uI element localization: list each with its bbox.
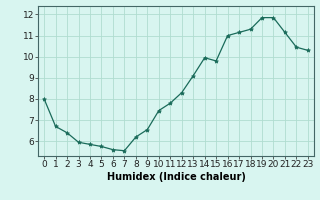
X-axis label: Humidex (Indice chaleur): Humidex (Indice chaleur) [107, 172, 245, 182]
